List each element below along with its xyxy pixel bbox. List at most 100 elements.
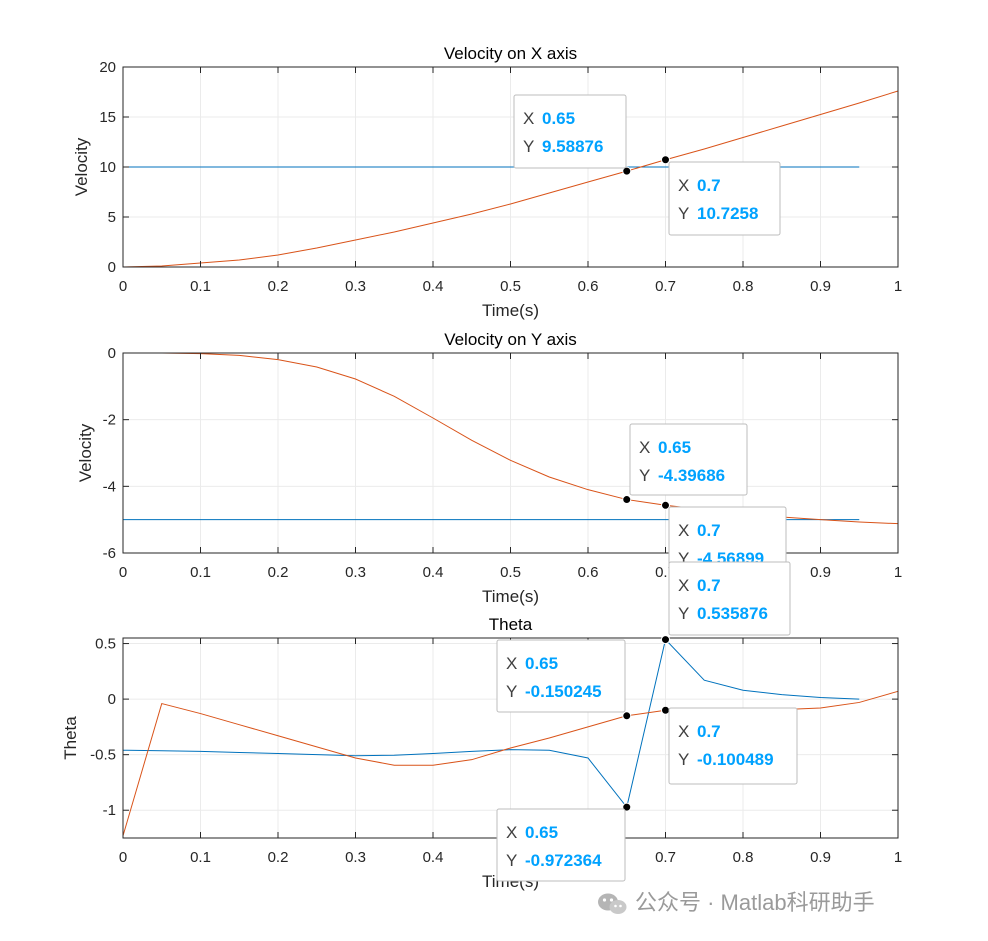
datatip-x-value: 0.65 — [525, 823, 558, 842]
datatip-y-label: Y — [506, 851, 517, 870]
datatip-marker — [661, 635, 670, 645]
watermark-text: 公众号 · Matlab科研助手 — [635, 890, 875, 915]
datatip-x-value: 0.7 — [697, 576, 721, 595]
datatip-marker — [661, 705, 670, 715]
datatip: X 0.7 Y -0.100489 — [668, 707, 798, 785]
datatip-x-value: 0.7 — [697, 176, 721, 195]
y-axis-label: Velocity — [72, 137, 91, 196]
datatip-x-label: X — [506, 654, 517, 673]
y-tick-label: -0.5 — [90, 747, 116, 764]
y-tick-label: 0 — [108, 259, 116, 276]
datatip-marker — [622, 166, 632, 176]
x-tick-label: 0.2 — [268, 849, 289, 866]
datatip: X 0.7 Y 0.535876 — [668, 561, 791, 636]
datatip-y-value: 10.7258 — [697, 204, 758, 223]
datatip-y-label: Y — [678, 750, 689, 769]
y-tick-label: 10 — [99, 159, 116, 176]
x-tick-label: 1 — [894, 849, 902, 866]
datatip-box — [668, 561, 791, 636]
x-tick-label: 0.2 — [268, 564, 289, 581]
datatip-y-value: 0.535876 — [697, 604, 768, 623]
x-tick-label: 0.8 — [733, 278, 754, 295]
datatip: X 0.7Y -4.56899 — [668, 506, 787, 568]
datatip-y-label: Y — [678, 604, 689, 623]
datatip-box — [496, 808, 626, 882]
x-tick-label: 0.3 — [345, 564, 366, 581]
datatip-x-label: X — [678, 576, 689, 595]
y-tick-label: 20 — [99, 59, 116, 76]
datatip-marker — [661, 500, 670, 510]
x-tick-label: 0.3 — [345, 849, 366, 866]
x-tick-label: 0.6 — [578, 278, 599, 295]
x-axis-label: Time(s) — [482, 301, 539, 320]
tick-marks — [122, 66, 899, 268]
y-tick-label: 0 — [108, 345, 116, 362]
datatip-y-value: -4.39686 — [658, 466, 725, 485]
y-tick-label: 0 — [108, 691, 116, 708]
y-tick-label: -2 — [103, 412, 116, 429]
datatip-box — [513, 94, 627, 169]
plot-title: Theta — [489, 615, 533, 634]
datatip: X 0.65 Y -4.39686 — [629, 423, 748, 496]
x-tick-label: 0.9 — [810, 278, 831, 295]
datatip-x-label: X — [506, 823, 517, 842]
datatip-marker — [622, 495, 632, 505]
x-tick-label: 1 — [894, 278, 902, 295]
datatip-y-value: -0.150245 — [525, 682, 602, 701]
datatip: X 0.7 Y 10.7258 — [668, 161, 781, 236]
datatip-y-value: -0.972364 — [525, 851, 602, 870]
x-tick-label: 0 — [119, 564, 127, 581]
datatip-x-value: 0.65 — [525, 654, 558, 673]
y-tick-label: 5 — [108, 209, 116, 226]
x-tick-label: 0.1 — [190, 564, 211, 581]
plot-velocity-y: 00.10.20.30.40.50.60.70.80.91-6-4-20Velo… — [76, 330, 902, 606]
x-tick-label: 0.8 — [733, 849, 754, 866]
y-tick-label: -4 — [103, 478, 116, 495]
datatip-x-value: 0.65 — [542, 109, 575, 128]
y-tick-label: 15 — [99, 109, 116, 126]
plot-title: Velocity on Y axis — [444, 330, 577, 349]
datatip-y-label: Y — [678, 204, 689, 223]
y-axis-label: Velocity — [76, 423, 95, 482]
series-line-2 — [122, 90, 899, 268]
datatip-x-value: 0.65 — [658, 438, 691, 457]
x-tick-label: 0.4 — [423, 278, 444, 295]
plot-theta: 0 0.1 0.2 0.3 0.4 0.5 0.6 0.7 0.8 0.9 1 -1 -0.5 0 0.5 T… — [61, 561, 902, 891]
datatip: X 0.65 Y 9.58876 — [513, 94, 627, 169]
datatip-x-label: X — [678, 521, 689, 540]
y-tick-label: -1 — [103, 802, 116, 819]
x-tick-label: 1 — [894, 564, 902, 581]
y-axis-label: Theta — [61, 716, 80, 760]
x-tick-label: 0.4 — [423, 564, 444, 581]
x-axis-label: Time(s) — [482, 587, 539, 606]
x-tick-label: 0.7 — [655, 278, 676, 295]
datatip-y-value: 9.58876 — [542, 137, 603, 156]
datatip-box — [668, 707, 798, 785]
datatip-x-value: 0.7 — [697, 722, 721, 741]
datatip-box — [668, 161, 781, 236]
datatip-marker — [661, 155, 670, 165]
y-tick-label: -6 — [103, 545, 116, 562]
datatip-y-label: Y — [523, 137, 534, 156]
x-tick-label: 0.4 — [423, 849, 444, 866]
wechat-icon — [598, 893, 627, 914]
plot-velocity-x: 0 0.1 0.2 0.3 0.4 0.5 0.6 0.7 0.8 0.9 105101520Vel… — [72, 44, 902, 320]
datatip-box — [629, 423, 748, 496]
x-tick-label: 0.2 — [268, 278, 289, 295]
datatip-x-value: 0.7 — [697, 521, 721, 540]
x-tick-label: 0.1 — [190, 849, 211, 866]
datatip: X 0.65 Y -0.150245 — [496, 639, 626, 713]
datatip-box — [496, 639, 626, 713]
datatip-y-value: -0.100489 — [697, 750, 774, 769]
series-line-1 — [122, 638, 860, 809]
x-tick-label: 0.9 — [810, 849, 831, 866]
datatip-marker — [622, 711, 632, 721]
x-tick-label: 0.5 — [500, 278, 521, 295]
x-tick-label: 0.6 — [578, 564, 599, 581]
datatip-y-label: Y — [639, 466, 650, 485]
datatip-x-label: X — [523, 109, 534, 128]
datatip-x-label: X — [639, 438, 650, 457]
x-tick-label: 0.9 — [810, 564, 831, 581]
datatip-y-label: Y — [678, 549, 689, 568]
